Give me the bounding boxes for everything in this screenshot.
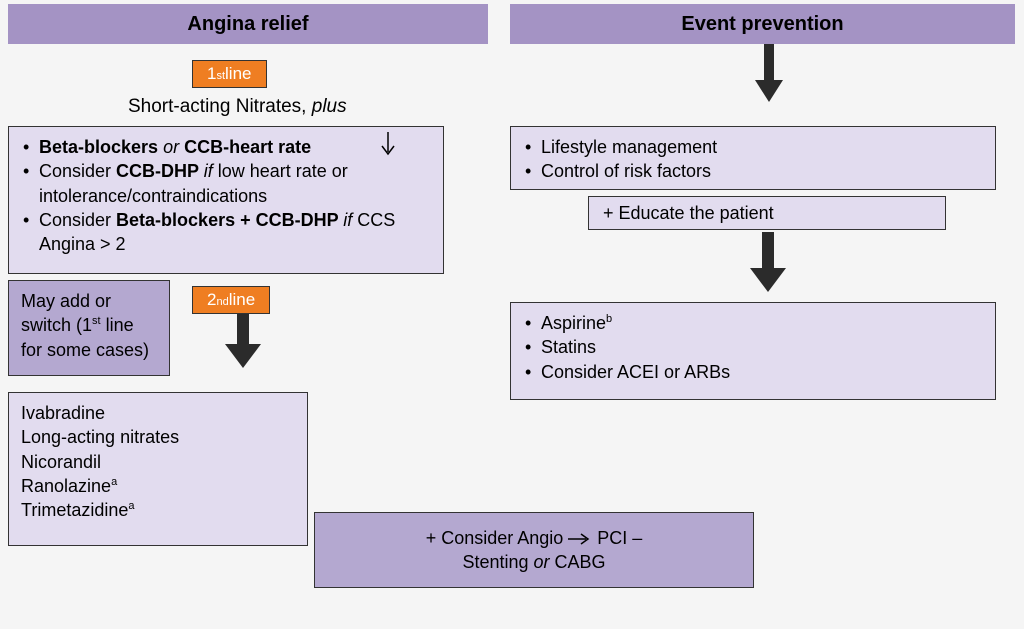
fl2-a: Consider xyxy=(39,161,116,181)
box-may-switch: May add or switch (1st line for some cas… xyxy=(8,280,170,376)
fl1-a: Beta-blockers xyxy=(39,137,163,157)
educate-label: + Educate the patient xyxy=(603,203,774,223)
badge-first-line: 1st line xyxy=(192,60,267,88)
rx-item-1: Aspirineb xyxy=(523,311,983,335)
rx-item-3: Consider ACEI or ARBs xyxy=(523,360,983,384)
box-firstline-drugs: Beta-blockers or CCB-heart rate Consider… xyxy=(8,126,444,274)
header-angina-relief-label: Angina relief xyxy=(187,13,308,36)
badge-first-num: 1 xyxy=(207,64,216,84)
box-secondline-drugs: Ivabradine Long-acting nitrates Nicorand… xyxy=(8,392,308,546)
fl1-b: or xyxy=(163,137,179,157)
sl4-sup: a xyxy=(111,476,117,488)
sl5-sup: a xyxy=(128,500,134,512)
box-lifestyle: Lifestyle management Control of risk fac… xyxy=(510,126,996,190)
firstline-item-2: Consider CCB-DHP if low heart rate or in… xyxy=(21,159,431,208)
sl5-t: Trimetazidine xyxy=(21,500,128,520)
switch-l2a: switch (1 xyxy=(21,315,92,335)
fl2-b: CCB-DHP xyxy=(116,161,204,181)
angio-line2: Stenting or CABG xyxy=(327,550,741,574)
angio-l2or: or xyxy=(534,552,550,572)
switch-l2ord: st xyxy=(92,315,101,327)
header-event-prevention: Event prevention xyxy=(510,4,1015,44)
header-angina-relief: Angina relief xyxy=(8,4,488,44)
rx-item-2: Statins xyxy=(523,335,983,359)
rx1-sup: b xyxy=(606,313,612,325)
header-event-prevention-label: Event prevention xyxy=(681,13,843,36)
angio-l2a: Stenting xyxy=(462,552,533,572)
angio-l2b: CABG xyxy=(550,552,606,572)
down-arrow-icon xyxy=(380,130,396,158)
fl3-c: if xyxy=(343,210,352,230)
box-educate: + Educate the patient xyxy=(588,196,946,230)
switch-l2b: line xyxy=(101,315,134,335)
sl-item-5: Trimetazidinea xyxy=(21,498,295,522)
box-consider-angio: + Consider Angio PCI – Stenting or CABG xyxy=(314,512,754,588)
nitrates-label: Short-acting Nitrates, plus xyxy=(128,96,347,118)
switch-l3: for some cases) xyxy=(21,338,157,362)
badge-second-ord: nd xyxy=(216,296,228,308)
fl3-b: Beta-blockers + CCB-DHP xyxy=(116,210,343,230)
sl-item-2: Long-acting nitrates xyxy=(21,425,295,449)
arrow-event-prevention-down xyxy=(755,44,783,86)
arrow-educate-down xyxy=(750,232,786,294)
box-aspirin-statins: Aspirineb Statins Consider ACEI or ARBs xyxy=(510,302,996,400)
rx1-t: Aspirine xyxy=(541,313,606,333)
firstline-item-3: Consider Beta-blockers + CCB-DHP if CCS … xyxy=(21,208,431,257)
nitrates-post: plus xyxy=(312,96,347,117)
fl3-a: Consider xyxy=(39,210,116,230)
badge-second-num: 2 xyxy=(207,290,216,310)
sl-item-1: Ivabradine xyxy=(21,401,295,425)
switch-l2: switch (1st line xyxy=(21,313,157,337)
nitrates-pre: Short-acting Nitrates, xyxy=(128,96,312,117)
badge-first-word: line xyxy=(225,64,251,84)
angio-l1a: + Consider Angio xyxy=(426,528,569,548)
sl-item-4: Ranolazinea xyxy=(21,474,295,498)
arrow-secondline-down xyxy=(225,314,261,370)
lifestyle-item-1: Lifestyle management xyxy=(523,135,983,159)
badge-first-ord: st xyxy=(216,70,225,82)
sl4-t: Ranolazine xyxy=(21,476,111,496)
badge-second-word: line xyxy=(229,290,255,310)
firstline-item-1: Beta-blockers or CCB-heart rate xyxy=(21,135,431,159)
lifestyle-item-2: Control of risk factors xyxy=(523,159,983,183)
angio-l1b: PCI – xyxy=(592,528,642,548)
sl-item-3: Nicorandil xyxy=(21,450,295,474)
angio-line1: + Consider Angio PCI – xyxy=(327,526,741,550)
switch-l1: May add or xyxy=(21,289,157,313)
arrow-right-icon xyxy=(568,533,592,545)
badge-second-line: 2nd line xyxy=(192,286,270,314)
fl2-c: if xyxy=(204,161,213,181)
fl1-c: CCB-heart rate xyxy=(179,137,311,157)
